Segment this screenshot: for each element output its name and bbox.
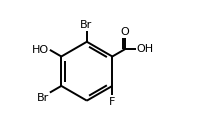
Text: O: O	[120, 27, 129, 37]
Text: HO: HO	[32, 45, 49, 55]
Text: Br: Br	[37, 93, 49, 103]
Text: OH: OH	[136, 44, 154, 54]
Text: F: F	[109, 96, 116, 107]
Text: Br: Br	[80, 20, 92, 30]
